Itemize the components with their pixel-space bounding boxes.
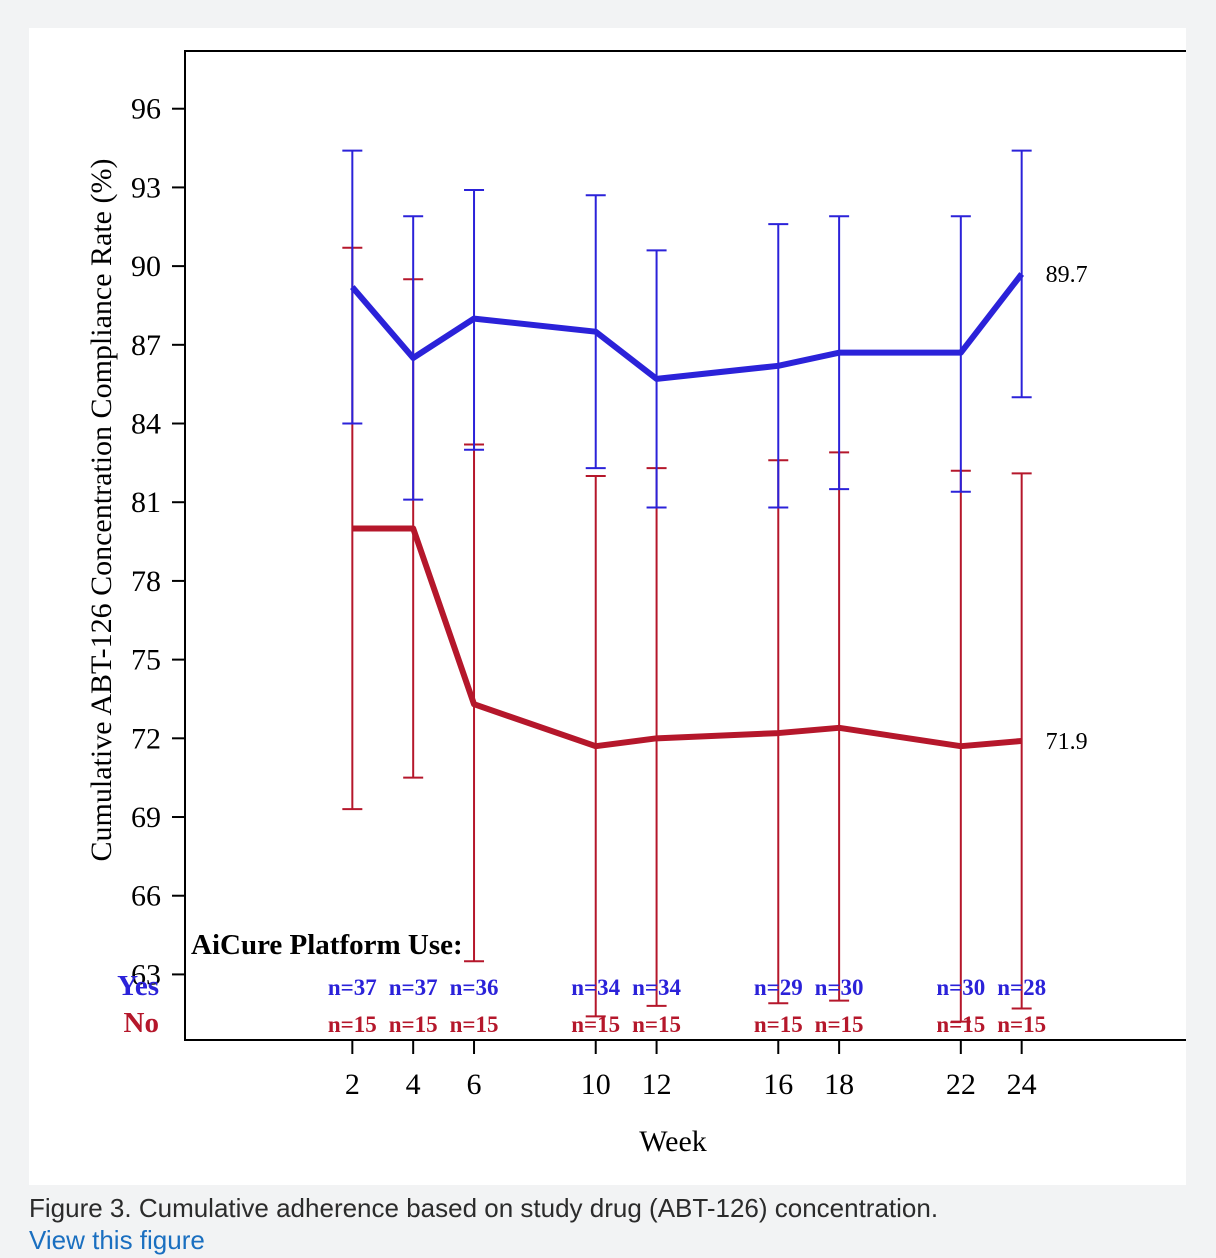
error-bars (342, 149, 1032, 1023)
legend-label-no: No (124, 1007, 159, 1039)
y-tick-label: 93 (131, 171, 161, 204)
x-axis: 2 4 6 10 12 16 18 22 24 (345, 1040, 1037, 1101)
n-count-no: n=15 (450, 1012, 499, 1037)
n-count-no: n=15 (632, 1012, 681, 1037)
n-count-yes: n=34 (571, 975, 620, 1000)
y-tick-label: 81 (131, 486, 161, 519)
y-axis-label: Cumulative ABT-126 Concentration Complia… (85, 159, 118, 862)
n-count-no: n=15 (571, 1012, 620, 1037)
n-count-yes: n=37 (389, 975, 438, 1000)
n-count-no: n=15 (754, 1012, 803, 1037)
y-tick-label: 72 (131, 722, 161, 755)
n-count-no: n=15 (997, 1012, 1046, 1037)
series-line-no (352, 525, 1022, 750)
n-count-yes: n=36 (450, 975, 499, 1000)
view-figure-link[interactable]: View this figure (29, 1225, 205, 1255)
n-count-yes: n=37 (328, 975, 377, 1000)
plot-frame (184, 50, 1186, 1041)
y-tick-label: 63 (131, 958, 161, 991)
n-count-no: n=15 (389, 1012, 438, 1037)
series-line-yes (350, 272, 1025, 382)
y-tick-label: 75 (131, 644, 161, 677)
legend: AiCure Platform Use: Yes n=37 n=37 n=36 n=34 n… (117, 929, 1046, 1039)
figure-caption: Figure 3. Cumulative adherence based on … (29, 1193, 939, 1223)
x-tick-label: 18 (824, 1068, 854, 1101)
y-tick-label: 78 (131, 565, 161, 598)
end-label-yes: 89.7 (1046, 262, 1088, 288)
x-tick-label: 24 (1007, 1068, 1037, 1101)
y-tick-label: 84 (131, 408, 161, 441)
x-tick-label: 22 (946, 1068, 976, 1101)
n-count-no: n=15 (815, 1012, 864, 1037)
x-tick-label: 10 (581, 1068, 611, 1101)
y-tick-label: 66 (131, 880, 161, 913)
legend-title: AiCure Platform Use: (191, 929, 463, 961)
x-tick-label: 16 (763, 1068, 793, 1101)
x-tick-label: 12 (642, 1068, 672, 1101)
legend-label-yes: Yes (117, 970, 159, 1002)
end-label-no: 71.9 (1046, 729, 1088, 755)
y-axis: 63 66 69 72 75 78 81 84 87 90 93 96 (131, 93, 185, 991)
y-tick-label: 69 (131, 801, 161, 834)
x-tick-label: 2 (345, 1068, 360, 1101)
end-labels: 89.7 71.9 (1046, 262, 1088, 755)
y-tick-label: 90 (131, 250, 161, 283)
n-count-yes: n=29 (754, 975, 803, 1000)
x-axis-label: Week (639, 1125, 707, 1158)
n-count-yes: n=30 (815, 975, 864, 1000)
y-tick-label: 96 (131, 93, 161, 126)
n-count-no: n=15 (936, 1012, 985, 1037)
n-count-no: n=15 (328, 1012, 377, 1037)
y-tick-label: 87 (131, 329, 161, 362)
error-bar-yes (1011, 149, 1032, 399)
series-lines (350, 272, 1025, 750)
x-tick-label: 4 (406, 1068, 421, 1101)
n-count-yes: n=34 (632, 975, 681, 1000)
n-count-yes: n=30 (936, 975, 985, 1000)
n-count-yes: n=28 (997, 975, 1046, 1000)
figure-panel: 63 66 69 72 75 78 81 84 87 90 93 96 2 4 6 10 12 16 18 22 24… (29, 28, 1186, 1185)
x-tick-label: 6 (467, 1068, 482, 1101)
